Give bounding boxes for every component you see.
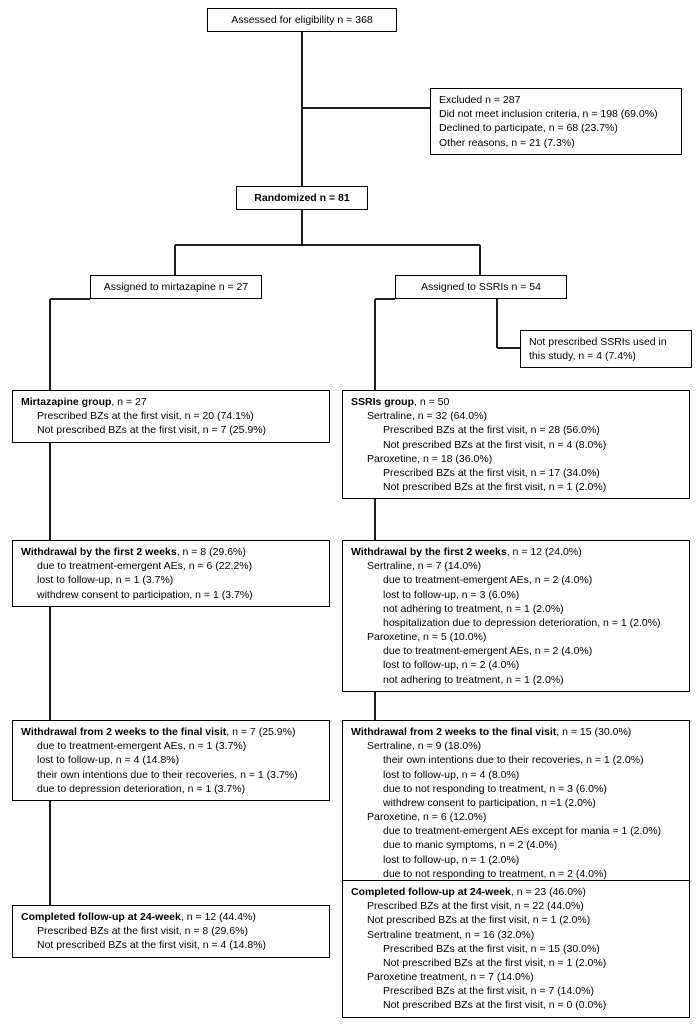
not-prescribed-ssri-line-1: Not prescribed SSRIs used in	[529, 336, 667, 348]
ssri-wfinal-l2: Paroxetine, n = 6 (12.0%)	[351, 810, 681, 824]
randomized-text: Randomized n = 81	[254, 192, 349, 204]
box-mirt-withdrawal-2w: Withdrawal by the first 2 weeks, n = 8 (…	[12, 540, 330, 607]
ssri-wfinal-l2c: lost to follow-up, n = 1 (2.0%)	[351, 853, 681, 867]
ssri-w2-l2b: lost to follow-up, n = 2 (4.0%)	[351, 658, 681, 672]
ssri-w2-l2: Paroxetine, n = 5 (10.0%)	[351, 630, 681, 644]
ssri-w2-l1b: lost to follow-up, n = 3 (6.0%)	[351, 588, 681, 602]
not-prescribed-ssri-line-2: this study, n = 4 (7.4%)	[529, 350, 636, 362]
mirt-w2-line-1: due to treatment-emergent AEs, n = 6 (22…	[21, 559, 321, 573]
mirt-complete-line-2: Not prescribed BZs at the first visit, n…	[21, 938, 321, 952]
ssri-w2-l1d: hospitalization due to depression deteri…	[351, 616, 681, 630]
ssri-w2-l1: Sertraline, n = 7 (14.0%)	[351, 559, 681, 573]
box-randomized: Randomized n = 81	[236, 186, 368, 210]
box-mirt-withdrawal-final: Withdrawal from 2 weeks to the final vis…	[12, 720, 330, 801]
ssri-group-title: SSRIs group	[351, 396, 414, 408]
ssri-wfinal-l1: Sertraline, n = 9 (18.0%)	[351, 739, 681, 753]
excluded-line-3: Other reasons, n = 21 (7.3%)	[439, 137, 575, 149]
box-ssri-withdrawal-2w: Withdrawal by the first 2 weeks, n = 12 …	[342, 540, 690, 692]
ssri-group-l1: Sertraline, n = 32 (64.0%)	[351, 409, 681, 423]
ssri-w2-l2a: due to treatment-emergent AEs, n = 2 (4.…	[351, 644, 681, 658]
ssri-complete-l3a: Prescribed BZs at the first visit, n = 1…	[351, 942, 681, 956]
mirt-wfinal-line-1: due to treatment-emergent AEs, n = 1 (3.…	[21, 739, 321, 753]
ssri-group-title-suffix: , n = 50	[414, 396, 449, 408]
ssri-wfinal-l2d: due to not responding to treatment, n = …	[351, 867, 681, 881]
box-mirtazapine-group: Mirtazapine group, n = 27 Prescribed BZs…	[12, 390, 330, 443]
mirt-group-title-suffix: , n = 27	[111, 396, 146, 408]
flowchart-canvas: Assessed for eligibility n = 368 Exclude…	[0, 0, 698, 1024]
ssri-group-l2: Paroxetine, n = 18 (36.0%)	[351, 452, 681, 466]
ssri-group-l2a: Prescribed BZs at the first visit, n = 1…	[351, 466, 681, 480]
ssri-wfinal-l1a: their own intentions due to their recove…	[351, 753, 681, 767]
ssri-w2-l2c: not adhering to treatment, n = 1 (2.0%)	[351, 673, 681, 687]
ssri-wfinal-title: Withdrawal from 2 weeks to the final vis…	[351, 726, 556, 738]
assigned-ssri-text: Assigned to SSRIs n = 54	[421, 281, 541, 293]
box-not-prescribed-ssris: Not prescribed SSRIs used in this study,…	[520, 330, 692, 368]
mirt-wfinal-line-4: due to depression deterioration, n = 1 (…	[21, 782, 321, 796]
ssri-complete-l1: Prescribed BZs at the first visit, n = 2…	[351, 899, 681, 913]
mirt-wfinal-title-suffix: , n = 7 (25.9%)	[226, 726, 295, 738]
excluded-line-1: Did not meet inclusion criteria, n = 198…	[439, 108, 658, 120]
ssri-complete-l4b: Not prescribed BZs at the first visit, n…	[351, 998, 681, 1012]
ssri-wfinal-l2a: due to treatment-emergent AEs except for…	[351, 824, 681, 838]
ssri-wfinal-l1b: lost to follow-up, n = 4 (8.0%)	[351, 768, 681, 782]
mirt-w2-title: Withdrawal by the first 2 weeks	[21, 546, 177, 558]
mirt-w2-title-suffix: , n = 8 (29.6%)	[177, 546, 246, 558]
ssri-wfinal-l2b: due to manic symptoms, n = 2 (4.0%)	[351, 838, 681, 852]
ssri-group-l2b: Not prescribed BZs at the first visit, n…	[351, 480, 681, 494]
box-assigned-mirtazapine: Assigned to mirtazapine n = 27	[90, 275, 262, 299]
ssri-complete-title: Completed follow-up at 24-week	[351, 886, 511, 898]
excluded-line-2: Declined to participate, n = 68 (23.7%)	[439, 122, 618, 134]
ssri-complete-l3: Sertraline treatment, n = 16 (32.0%)	[351, 928, 681, 942]
assigned-mirt-text: Assigned to mirtazapine n = 27	[104, 281, 248, 293]
ssri-complete-title-suffix: , n = 23 (46.0%)	[511, 886, 586, 898]
box-eligibility: Assessed for eligibility n = 368	[207, 8, 397, 32]
mirt-group-line-2: Not prescribed BZs at the first visit, n…	[21, 423, 321, 437]
ssri-wfinal-title-suffix: , n = 15 (30.0%)	[556, 726, 631, 738]
ssri-w2-title-suffix: , n = 12 (24.0%)	[507, 546, 582, 558]
mirt-group-line-1: Prescribed BZs at the first visit, n = 2…	[21, 409, 321, 423]
ssri-wfinal-l1c: due to not responding to treatment, n = …	[351, 782, 681, 796]
mirt-complete-title: Completed follow-up at 24-week	[21, 911, 181, 923]
ssri-w2-title: Withdrawal by the first 2 weeks	[351, 546, 507, 558]
excluded-title: Excluded n = 287	[439, 94, 520, 106]
box-mirt-completed: Completed follow-up at 24-week, n = 12 (…	[12, 905, 330, 958]
box-ssri-withdrawal-final: Withdrawal from 2 weeks to the final vis…	[342, 720, 690, 886]
ssri-complete-l4a: Prescribed BZs at the first visit, n = 7…	[351, 984, 681, 998]
eligibility-text: Assessed for eligibility n = 368	[231, 14, 373, 26]
mirt-group-title: Mirtazapine group	[21, 396, 111, 408]
ssri-complete-l3b: Not prescribed BZs at the first visit, n…	[351, 956, 681, 970]
mirt-wfinal-line-3: their own intentions due to their recove…	[21, 768, 321, 782]
ssri-wfinal-l1d: withdrew consent to participation, n =1 …	[351, 796, 681, 810]
ssri-group-l1a: Prescribed BZs at the first visit, n = 2…	[351, 423, 681, 437]
ssri-complete-l2: Not prescribed BZs at the first visit, n…	[351, 913, 681, 927]
box-excluded: Excluded n = 287 Did not meet inclusion …	[430, 88, 682, 155]
box-assigned-ssris: Assigned to SSRIs n = 54	[395, 275, 567, 299]
mirt-complete-line-1: Prescribed BZs at the first visit, n = 8…	[21, 924, 321, 938]
mirt-complete-title-suffix: , n = 12 (44.4%)	[181, 911, 256, 923]
ssri-w2-l1a: due to treatment-emergent AEs, n = 2 (4.…	[351, 573, 681, 587]
ssri-complete-l4: Paroxetine treatment, n = 7 (14.0%)	[351, 970, 681, 984]
mirt-wfinal-title: Withdrawal from 2 weeks to the final vis…	[21, 726, 226, 738]
ssri-w2-l1c: not adhering to treatment, n = 1 (2.0%)	[351, 602, 681, 616]
box-ssri-completed: Completed follow-up at 24-week, n = 23 (…	[342, 880, 690, 1018]
mirt-w2-line-3: withdrew consent to participation, n = 1…	[21, 588, 321, 602]
mirt-w2-line-2: lost to follow-up, n = 1 (3.7%)	[21, 573, 321, 587]
box-ssris-group: SSRIs group, n = 50 Sertraline, n = 32 (…	[342, 390, 690, 499]
ssri-group-l1b: Not prescribed BZs at the first visit, n…	[351, 438, 681, 452]
mirt-wfinal-line-2: lost to follow-up, n = 4 (14.8%)	[21, 753, 321, 767]
